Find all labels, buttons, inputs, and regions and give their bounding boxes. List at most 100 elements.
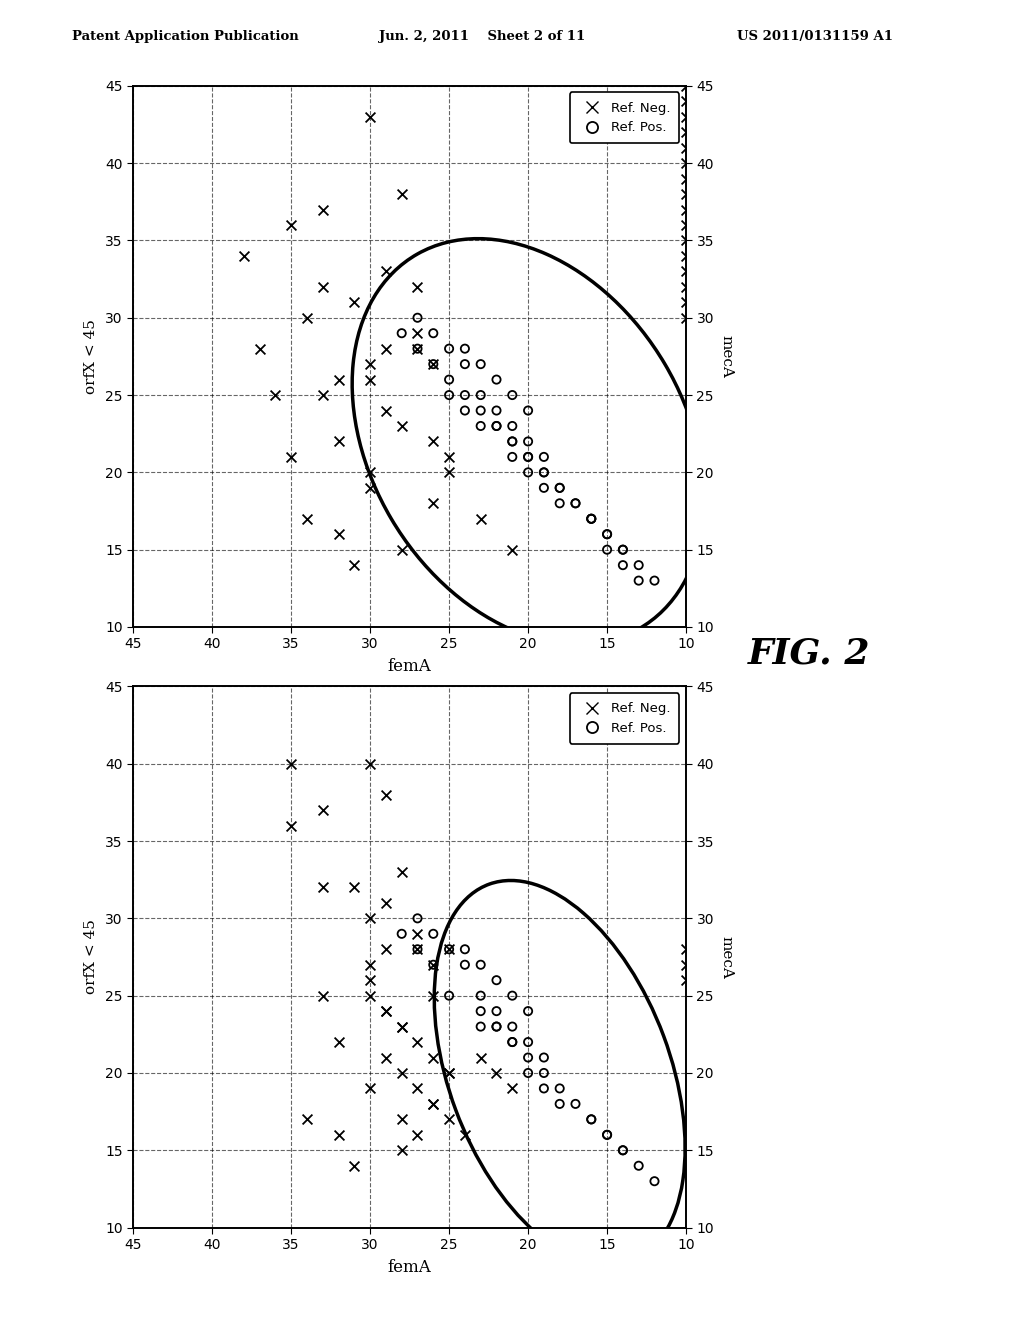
Point bbox=[504, 430, 520, 451]
Point bbox=[631, 1155, 647, 1176]
Point bbox=[425, 954, 441, 975]
Point bbox=[504, 539, 520, 560]
Point bbox=[361, 1078, 378, 1100]
Point bbox=[646, 1171, 663, 1192]
Point bbox=[299, 308, 315, 329]
Point bbox=[472, 400, 488, 421]
Point bbox=[678, 230, 694, 251]
Point bbox=[599, 524, 615, 545]
Point bbox=[678, 970, 694, 991]
Point bbox=[536, 478, 552, 499]
Point bbox=[410, 338, 426, 359]
Point bbox=[552, 1093, 568, 1114]
Point bbox=[393, 1016, 410, 1038]
Point bbox=[283, 814, 299, 836]
Point bbox=[583, 508, 599, 529]
Point bbox=[314, 384, 331, 405]
X-axis label: femA: femA bbox=[388, 1259, 431, 1276]
Point bbox=[472, 508, 488, 529]
Point bbox=[410, 923, 426, 944]
Point bbox=[678, 261, 694, 282]
Point bbox=[614, 539, 631, 560]
Point bbox=[678, 106, 694, 127]
Point bbox=[299, 1109, 315, 1130]
Point bbox=[425, 354, 441, 375]
Point bbox=[599, 524, 615, 545]
Point bbox=[410, 338, 426, 359]
Point bbox=[425, 923, 441, 944]
Point bbox=[583, 1109, 599, 1130]
Text: Jun. 2, 2011    Sheet 2 of 11: Jun. 2, 2011 Sheet 2 of 11 bbox=[379, 30, 585, 44]
Point bbox=[361, 954, 378, 975]
Point bbox=[378, 784, 394, 805]
Point bbox=[472, 1047, 488, 1068]
Point bbox=[346, 1155, 362, 1176]
Point bbox=[331, 370, 347, 391]
Point bbox=[520, 1001, 537, 1022]
Text: FIG. 2: FIG. 2 bbox=[748, 636, 870, 671]
Point bbox=[314, 276, 331, 297]
Point bbox=[378, 892, 394, 913]
Point bbox=[504, 985, 520, 1006]
Point bbox=[410, 939, 426, 960]
Point bbox=[583, 508, 599, 529]
Point bbox=[346, 554, 362, 576]
Point bbox=[378, 1001, 394, 1022]
Point bbox=[678, 939, 694, 960]
Point bbox=[283, 214, 299, 235]
Point bbox=[488, 1063, 505, 1084]
Point bbox=[361, 970, 378, 991]
Point bbox=[457, 400, 473, 421]
Point bbox=[552, 478, 568, 499]
Point bbox=[378, 338, 394, 359]
Point bbox=[520, 446, 537, 467]
Point bbox=[361, 462, 378, 483]
Legend: Ref. Neg., Ref. Pos.: Ref. Neg., Ref. Pos. bbox=[569, 92, 680, 144]
Point bbox=[520, 400, 537, 421]
Point bbox=[472, 1016, 488, 1038]
Point bbox=[678, 183, 694, 205]
Point bbox=[457, 939, 473, 960]
Point bbox=[410, 276, 426, 297]
Point bbox=[425, 322, 441, 343]
Point bbox=[457, 384, 473, 405]
Point bbox=[504, 446, 520, 467]
Point bbox=[457, 954, 473, 975]
Y-axis label: mecA: mecA bbox=[720, 335, 733, 378]
Point bbox=[504, 1078, 520, 1100]
Point bbox=[441, 1063, 458, 1084]
Point bbox=[614, 1139, 631, 1160]
Text: US 2011/0131159 A1: US 2011/0131159 A1 bbox=[737, 30, 893, 44]
Point bbox=[361, 106, 378, 127]
Point bbox=[678, 153, 694, 174]
Point bbox=[678, 199, 694, 220]
X-axis label: femA: femA bbox=[388, 659, 431, 676]
Point bbox=[441, 462, 458, 483]
Point bbox=[393, 862, 410, 883]
Point bbox=[393, 1063, 410, 1084]
Point bbox=[314, 876, 331, 898]
Point bbox=[361, 370, 378, 391]
Point bbox=[410, 1078, 426, 1100]
Point bbox=[425, 985, 441, 1006]
Point bbox=[614, 1139, 631, 1160]
Y-axis label: mecA: mecA bbox=[720, 936, 733, 978]
Point bbox=[393, 539, 410, 560]
Point bbox=[631, 570, 647, 591]
Point bbox=[536, 1063, 552, 1084]
Point bbox=[393, 1139, 410, 1160]
Point bbox=[504, 1016, 520, 1038]
Point bbox=[536, 462, 552, 483]
Point bbox=[472, 954, 488, 975]
Point bbox=[410, 322, 426, 343]
Point bbox=[520, 446, 537, 467]
Point bbox=[567, 492, 584, 513]
Point bbox=[678, 75, 694, 96]
Point bbox=[678, 137, 694, 158]
Point bbox=[488, 1001, 505, 1022]
Point bbox=[331, 1125, 347, 1146]
Point bbox=[520, 1063, 537, 1084]
Point bbox=[599, 539, 615, 560]
Point bbox=[614, 539, 631, 560]
Point bbox=[441, 939, 458, 960]
